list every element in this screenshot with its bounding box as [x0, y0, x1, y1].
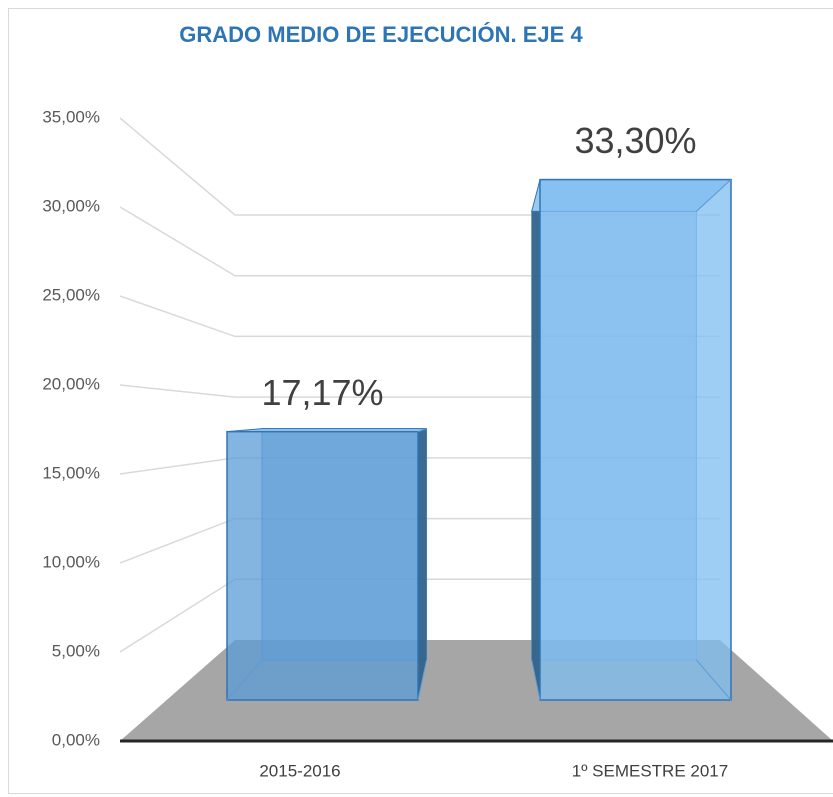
bar-side [531, 179, 540, 700]
y-tick-label: 20,00% [42, 374, 100, 393]
y-tick-label: 15,00% [42, 463, 100, 482]
chart-title: GRADO MEDIO DE EJECUCIÓN. EJE 4 [179, 22, 583, 47]
value-label: 17,17% [261, 372, 383, 413]
bar-edge [417, 659, 428, 701]
bar-edge [531, 659, 541, 701]
x-tick-label: 2015-2016 [259, 761, 340, 780]
y-tick-label: 35,00% [42, 107, 100, 126]
bar-edge [695, 659, 732, 701]
bar-edge [226, 659, 263, 701]
bar-front [226, 430, 419, 701]
y-tick-label: 25,00% [42, 285, 100, 304]
bar-front [539, 178, 732, 701]
y-tick-label: 0,00% [52, 730, 100, 749]
bar-side [418, 428, 427, 700]
y-tick-label: 10,00% [42, 552, 100, 571]
value-label: 33,30% [574, 120, 696, 161]
y-tick-label: 30,00% [42, 196, 100, 215]
bar-edge [417, 428, 427, 433]
y-tick-label: 5,00% [52, 641, 100, 660]
bar-edge [696, 179, 732, 212]
x-tick-label: 1º SEMESTRE 2017 [572, 761, 728, 780]
